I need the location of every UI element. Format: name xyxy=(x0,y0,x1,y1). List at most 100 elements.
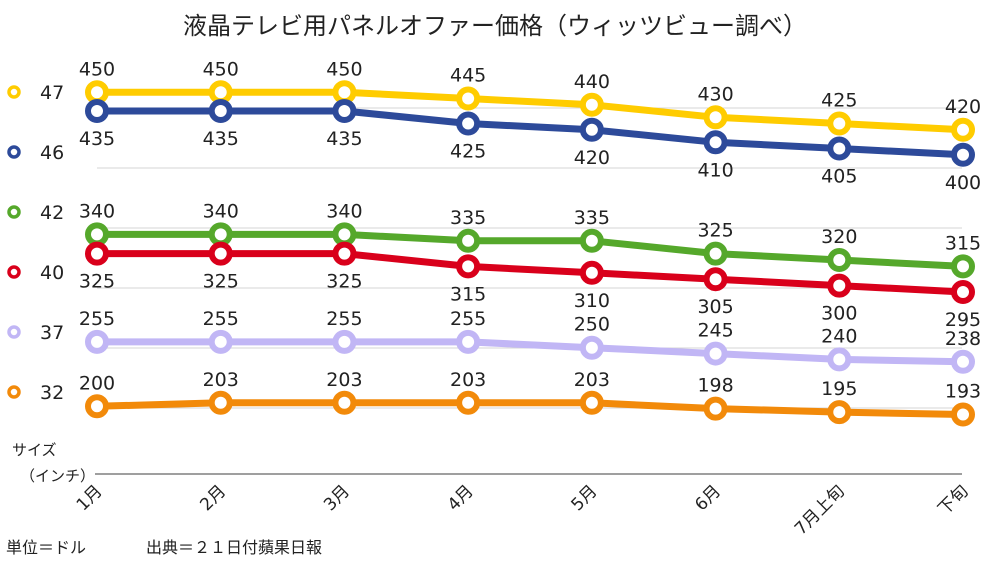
legend-label: 42 xyxy=(40,202,64,224)
series-line xyxy=(93,399,967,418)
data-label: 200 xyxy=(79,372,115,394)
series-line xyxy=(93,250,967,296)
data-label: 430 xyxy=(697,83,733,105)
y-axis-title-line2: （インチ） xyxy=(20,467,95,485)
data-label: 315 xyxy=(450,283,486,305)
data-label: 295 xyxy=(945,309,981,331)
data-point xyxy=(85,222,109,247)
data-point xyxy=(85,99,109,123)
data-point xyxy=(208,241,233,266)
data-point xyxy=(579,260,604,285)
series-42: 340 340 340 335 335 325 320 315 xyxy=(79,200,981,279)
data-point xyxy=(951,142,975,167)
data-label: 425 xyxy=(450,141,486,163)
legend-label: 40 xyxy=(40,262,64,284)
data-label: 340 xyxy=(203,200,239,222)
data-label: 203 xyxy=(574,369,610,391)
data-point xyxy=(332,222,357,247)
series-47: 450 450 450 445 440 430 425 420 xyxy=(79,58,981,142)
legend-marker xyxy=(7,325,21,339)
data-point xyxy=(951,280,975,304)
unit-note: 単位＝ドル xyxy=(6,538,86,557)
data-label: 450 xyxy=(326,58,362,80)
data-label: 425 xyxy=(821,90,857,112)
data-label: 203 xyxy=(450,369,486,391)
data-label: 310 xyxy=(574,290,610,312)
data-point xyxy=(951,117,975,142)
data-label: 450 xyxy=(203,58,239,80)
legend-label: 37 xyxy=(40,322,64,344)
data-label: 245 xyxy=(697,320,733,342)
data-label: 255 xyxy=(203,308,239,330)
data-label: 193 xyxy=(945,380,981,402)
data-point xyxy=(579,92,604,117)
data-label: 420 xyxy=(574,147,610,169)
data-label: 410 xyxy=(697,159,733,181)
data-point xyxy=(456,86,481,111)
data-label: 255 xyxy=(450,308,486,330)
data-label: 195 xyxy=(821,378,857,400)
data-label: 445 xyxy=(450,65,486,87)
data-point xyxy=(579,117,604,142)
data-point xyxy=(827,347,852,372)
x-axis-ticks: 1月 2月 3月 4月 5月 6月 7月上旬 下旬 xyxy=(73,481,973,539)
series-40: 325 325 325 315 310 305 300 295 xyxy=(79,241,981,331)
series-line xyxy=(93,338,967,366)
legend-marker xyxy=(7,205,21,219)
chart-title: 液晶テレビ用パネルオファー価格（ウィッツビュー調べ） xyxy=(183,12,807,40)
data-point xyxy=(827,400,852,425)
data-point xyxy=(579,228,604,253)
data-point xyxy=(332,390,357,415)
data-label: 435 xyxy=(203,128,239,150)
data-point xyxy=(456,390,481,415)
data-point xyxy=(579,390,604,415)
data-point xyxy=(208,329,233,354)
data-point xyxy=(332,80,357,105)
data-label: 400 xyxy=(945,172,981,194)
data-label: 300 xyxy=(821,303,857,325)
data-label: 203 xyxy=(326,369,362,391)
data-label: 340 xyxy=(79,200,115,222)
data-point xyxy=(951,349,975,374)
series-32: 200 203 203 203 203 198 195 193 xyxy=(79,369,981,427)
data-point xyxy=(951,254,975,279)
data-label: 335 xyxy=(574,207,610,229)
data-point xyxy=(208,80,233,105)
x-tick-label: 下旬 xyxy=(934,481,972,519)
data-label: 305 xyxy=(697,296,733,318)
data-point xyxy=(703,130,728,155)
data-point xyxy=(456,329,481,354)
data-label: 325 xyxy=(697,220,733,242)
data-point xyxy=(703,105,728,130)
data-label: 440 xyxy=(574,71,610,93)
data-label: 240 xyxy=(821,325,857,347)
data-label: 320 xyxy=(821,226,857,248)
data-point xyxy=(85,329,109,354)
data-label: 203 xyxy=(203,369,239,391)
data-point xyxy=(208,390,233,415)
data-point xyxy=(208,222,233,247)
data-point xyxy=(85,80,109,105)
data-label: 255 xyxy=(326,308,362,330)
legend-marker xyxy=(7,145,21,159)
data-point xyxy=(579,335,604,360)
data-point xyxy=(827,248,852,272)
data-label: 335 xyxy=(450,207,486,229)
data-point xyxy=(827,111,852,136)
data-point xyxy=(827,273,852,298)
x-tick-label: 3月 xyxy=(320,481,354,515)
data-point xyxy=(703,396,728,421)
series-line xyxy=(93,88,967,134)
data-label: 250 xyxy=(574,314,610,336)
data-label: 325 xyxy=(203,271,239,293)
legend: 47 46 42 40 37 32 xyxy=(7,82,64,404)
data-point xyxy=(827,136,852,161)
data-label: 198 xyxy=(697,375,733,397)
data-label: 325 xyxy=(79,271,115,293)
legend-marker xyxy=(7,385,21,399)
source-note: 出典＝２１日付蘋果日報 xyxy=(146,538,322,557)
data-point xyxy=(332,329,357,354)
data-label: 340 xyxy=(326,200,362,222)
data-label: 435 xyxy=(79,128,115,150)
